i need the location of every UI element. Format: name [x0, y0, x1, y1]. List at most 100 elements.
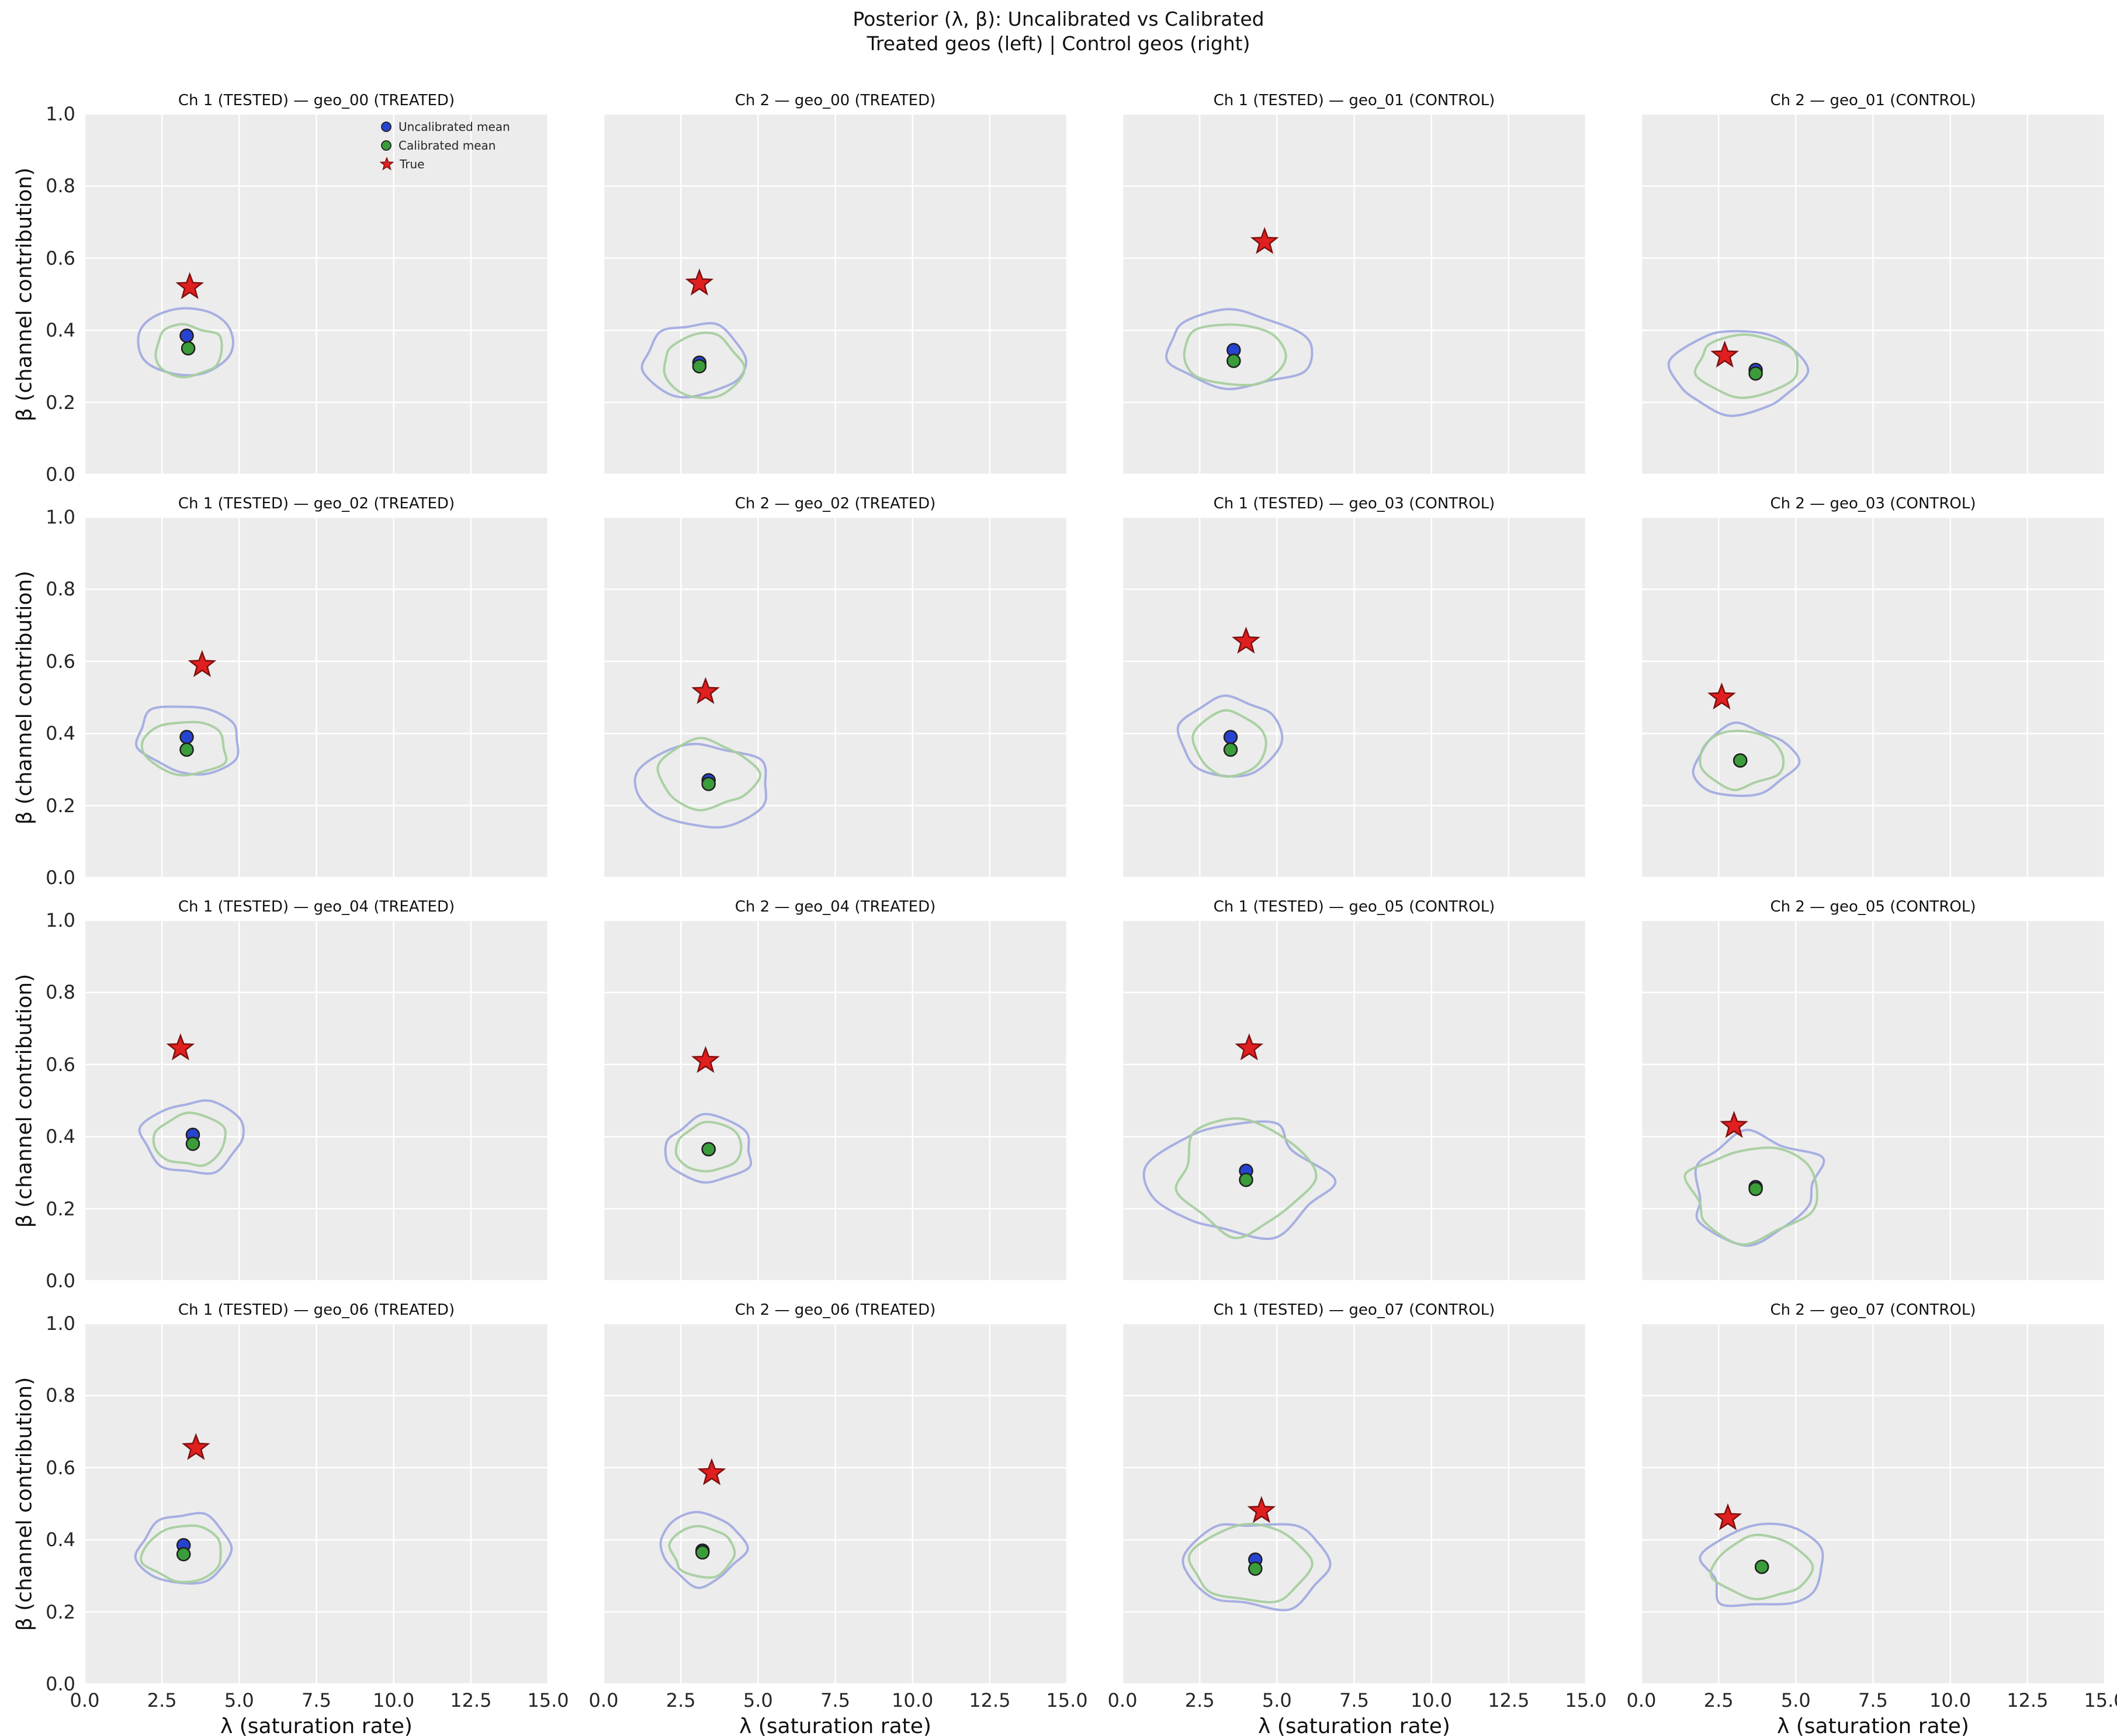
- x-tick-label: 15.0: [1046, 1689, 1088, 1711]
- subplot-title: Ch 2 — geo_05 (CONTROL): [1770, 898, 1976, 916]
- x-tick-label: 7.5: [1858, 1689, 1888, 1711]
- calibrated-contour: [1187, 1523, 1314, 1603]
- y-tick-label: 0.8: [46, 578, 75, 601]
- y-tick-label: 1.0: [46, 909, 75, 931]
- gridlines: [85, 517, 548, 878]
- calibrated-mean-legend-icon: [381, 140, 391, 151]
- uncalibrated-contour: [1692, 721, 1801, 798]
- true-value-marker: [691, 1046, 720, 1073]
- x-tick-label: 15.0: [527, 1689, 569, 1711]
- subplot-canvas: [1641, 517, 2105, 878]
- subplot-canvas: [1122, 114, 1586, 474]
- true-value-marker: [1247, 1496, 1276, 1523]
- y-tick-label: 0.6: [46, 650, 75, 673]
- calibrated-contour: [152, 1111, 227, 1167]
- true-value-marker: [182, 1433, 210, 1460]
- legend-label: Calibrated mean: [399, 138, 496, 153]
- y-tick-label: 1.0: [46, 103, 75, 125]
- x-tick-label: 5.0: [224, 1689, 254, 1711]
- calibrated-contour: [1183, 323, 1287, 387]
- subplot-canvas: [604, 517, 1067, 878]
- y-tick-label: 0.4: [46, 722, 75, 745]
- calibrated-mean-marker: [1223, 742, 1238, 757]
- calibrated-contour: [656, 737, 762, 812]
- uncalibrated-contour: [640, 322, 747, 399]
- legend: Uncalibrated mean Calibrated mean True: [380, 120, 510, 171]
- subplot-title: Ch 2 — geo_06 (TREATED): [734, 1301, 936, 1319]
- uncalibrated-contour: [1176, 694, 1284, 778]
- uncalibrated-contour: [134, 1512, 233, 1585]
- y-tick-label: 0.2: [46, 794, 75, 817]
- calibrated-contour: [1693, 333, 1799, 399]
- gridlines: [1122, 920, 1586, 1281]
- x-tick-label: 10.0: [1411, 1689, 1453, 1711]
- subplot-title: Ch 1 (TESTED) — geo_05 (CONTROL): [1213, 898, 1495, 916]
- true-legend-icon: [380, 157, 394, 171]
- y-tick-label: 0.6: [46, 1053, 75, 1076]
- x-tick-label: 0.0: [1626, 1689, 1657, 1711]
- subplot-canvas: [85, 920, 548, 1281]
- true-value-marker: [691, 677, 720, 704]
- calibrated-mean-marker: [1733, 753, 1748, 768]
- true-value-marker: [685, 268, 714, 296]
- subplot-canvas: [85, 114, 548, 474]
- true-value-marker: [1707, 682, 1736, 710]
- y-tick-label: 1.0: [46, 1312, 75, 1335]
- y-axis-label: β (channel contribution): [12, 167, 37, 421]
- gridlines: [604, 114, 1067, 474]
- calibrated-mean-marker: [176, 1547, 191, 1562]
- subplot-canvas: [604, 1323, 1067, 1684]
- x-tick-label: 15.0: [2084, 1689, 2117, 1711]
- true-value-marker: [1250, 227, 1279, 254]
- calibrated-contour: [140, 1524, 222, 1583]
- y-tick-label: 0.2: [46, 1197, 75, 1220]
- true-value-marker: [1720, 1111, 1748, 1138]
- true-value-marker: [697, 1458, 726, 1485]
- calibrated-contour: [154, 323, 223, 379]
- y-tick-label: 0.0: [46, 1270, 75, 1292]
- uncalibrated-contour: [135, 705, 240, 776]
- x-tick-label: 2.5: [147, 1689, 177, 1711]
- x-axis-label: λ (saturation rate): [1258, 1714, 1450, 1736]
- x-tick-label: 12.5: [1488, 1689, 1530, 1711]
- y-tick-label: 0.8: [46, 981, 75, 1004]
- uncalibrated-mean-marker: [179, 730, 194, 744]
- x-axis-label: λ (saturation rate): [1777, 1714, 1969, 1736]
- legend-item: Calibrated mean: [380, 138, 510, 153]
- calibrated-mean-marker: [695, 1545, 710, 1560]
- x-tick-label: 15.0: [1565, 1689, 1607, 1711]
- subplot-title: Ch 2 — geo_03 (CONTROL): [1770, 495, 1976, 512]
- calibrated-mean-marker: [1748, 366, 1763, 381]
- subplot-canvas: [1641, 114, 2105, 474]
- uncalibrated-contour: [1142, 1120, 1337, 1240]
- subplot-title: Ch 1 (TESTED) — geo_04 (TREATED): [178, 898, 455, 916]
- calibrated-mean-marker: [181, 341, 196, 356]
- calibrated-mean-marker: [701, 1142, 716, 1157]
- y-axis-label: β (channel contribution): [12, 973, 37, 1228]
- subplot-canvas: [1122, 920, 1586, 1281]
- calibrated-mean-marker: [692, 359, 707, 374]
- gridlines: [1641, 114, 2105, 474]
- calibrated-contour: [668, 1524, 736, 1579]
- subplot-canvas: [1641, 920, 2105, 1281]
- calibrated-contour: [1699, 729, 1785, 792]
- gridlines: [1641, 517, 2105, 878]
- calibrated-contour: [1191, 709, 1267, 778]
- uncalibrated-mean-marker: [179, 328, 194, 343]
- legend-item: True: [380, 157, 510, 171]
- y-tick-label: 1.0: [46, 506, 75, 528]
- figure-title-line1: Posterior (λ, β): Uncalibrated vs Calibr…: [853, 8, 1264, 30]
- uncalibrated-contour: [1165, 308, 1314, 390]
- uncalibrated-mean-marker: [1223, 730, 1238, 744]
- x-tick-label: 2.5: [1703, 1689, 1734, 1711]
- gridlines: [85, 114, 548, 474]
- x-tick-label: 12.5: [969, 1689, 1011, 1711]
- subplot-title: Ch 1 (TESTED) — geo_06 (TREATED): [178, 1301, 455, 1319]
- gridlines: [85, 920, 548, 1281]
- true-value-marker: [188, 650, 217, 677]
- legend-label: Uncalibrated mean: [399, 120, 510, 134]
- gridlines: [1122, 517, 1586, 878]
- uncalibrated-contour: [137, 307, 235, 377]
- subplot-title: Ch 2 — geo_02 (TREATED): [734, 495, 936, 512]
- calibrated-contour: [674, 1121, 743, 1173]
